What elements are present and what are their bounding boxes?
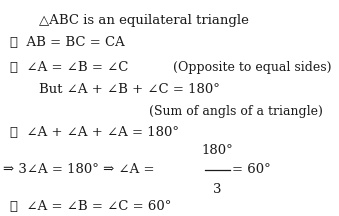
Text: 3: 3 (213, 183, 221, 195)
Text: = 60°: = 60° (232, 163, 271, 176)
Text: ∴  ∠A = ∠B = ∠C = 60°: ∴ ∠A = ∠B = ∠C = 60° (10, 200, 172, 213)
Text: ∴  ∠A = ∠B = ∠C: ∴ ∠A = ∠B = ∠C (10, 61, 128, 74)
Text: (Sum of angls of a triangle): (Sum of angls of a triangle) (149, 105, 323, 118)
Text: 180°: 180° (201, 144, 233, 157)
Text: △ABC is an equilateral triangle: △ABC is an equilateral triangle (39, 14, 249, 27)
Text: ∴  ∠A + ∠A + ∠A = 180°: ∴ ∠A + ∠A + ∠A = 180° (10, 126, 179, 139)
Text: (Opposite to equal sides): (Opposite to equal sides) (173, 61, 332, 74)
Text: But ∠A + ∠B + ∠C = 180°: But ∠A + ∠B + ∠C = 180° (39, 83, 220, 95)
Text: ∴  AB = BC = CA: ∴ AB = BC = CA (10, 36, 125, 49)
Text: ⇒ 3∠A = 180° ⇒ ∠A =: ⇒ 3∠A = 180° ⇒ ∠A = (3, 163, 155, 176)
